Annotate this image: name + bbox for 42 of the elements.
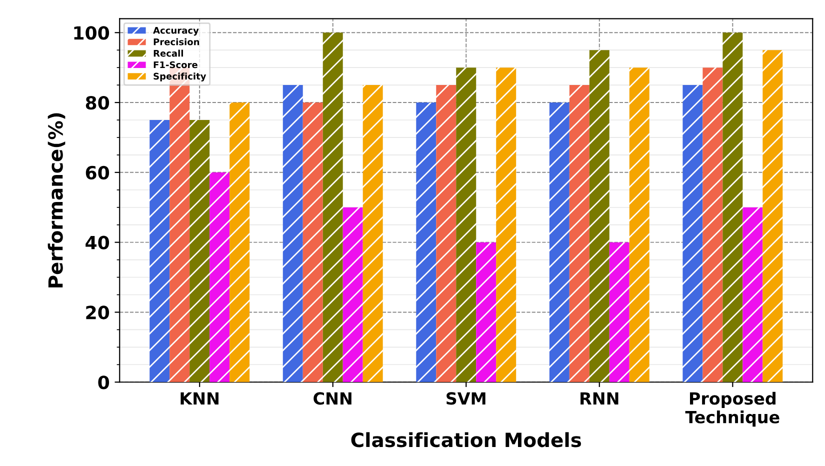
y-tick-label: 20 <box>86 306 110 320</box>
bar <box>496 68 516 382</box>
bar <box>549 102 570 382</box>
y-tick-label: 80 <box>86 96 110 110</box>
y-tick-label: 100 <box>74 26 110 40</box>
bar <box>302 102 323 382</box>
legend-label: Specificity <box>154 72 206 82</box>
bar <box>629 68 650 382</box>
bar <box>609 242 630 382</box>
bar <box>436 85 456 382</box>
bar <box>322 32 343 382</box>
legend-label: Recall <box>154 50 183 57</box>
bar <box>742 207 763 382</box>
bar <box>476 242 496 382</box>
y-tick-label: 40 <box>86 236 110 250</box>
bar <box>589 50 610 382</box>
bar <box>230 102 250 382</box>
x-tick-label: CNN <box>314 392 352 405</box>
x-axis-title: Classification Models <box>351 432 582 448</box>
bar <box>456 68 476 382</box>
bar <box>702 68 723 382</box>
bar <box>569 85 590 382</box>
bar <box>150 120 170 382</box>
bar <box>722 32 743 382</box>
x-tick-label: KNN <box>180 392 218 405</box>
legend-label: Accuracy <box>153 27 199 36</box>
x-tick-label: SVM <box>446 392 486 405</box>
bar <box>762 50 783 382</box>
bar <box>342 207 363 382</box>
bar <box>190 120 210 382</box>
x-tick-label: Proposed Technique <box>685 392 780 427</box>
bar <box>210 172 230 382</box>
bar <box>362 85 383 382</box>
y-tick-label: 60 <box>86 166 110 180</box>
bar <box>682 85 703 382</box>
legend-label: F1-Score <box>154 61 198 68</box>
x-tick-label: RNN <box>580 392 618 405</box>
bar <box>416 102 436 382</box>
legend-label: Precision <box>154 38 200 46</box>
y-axis-title: Performance(%) <box>48 113 66 288</box>
bar <box>282 85 303 382</box>
y-tick-label: 0 <box>98 376 110 390</box>
